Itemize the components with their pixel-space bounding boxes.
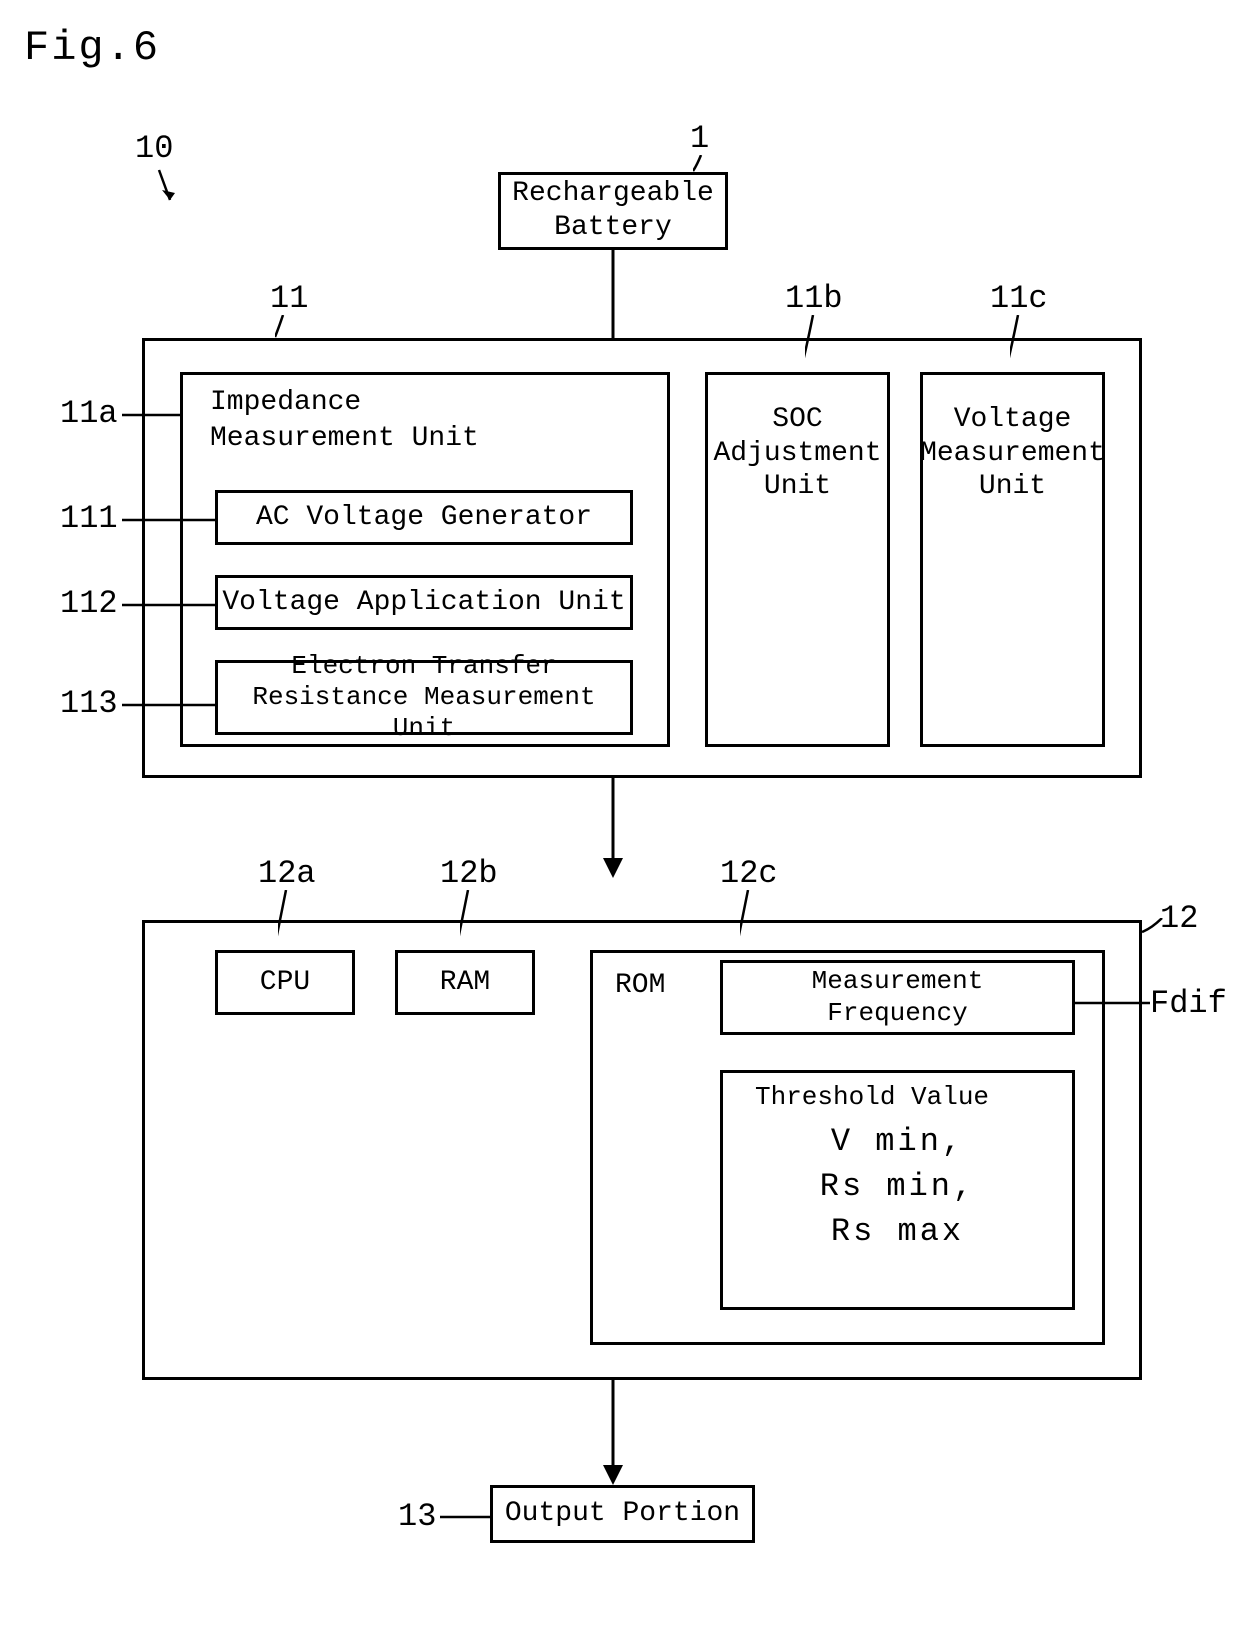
leader-fdif bbox=[1075, 1000, 1150, 1006]
leader-11a bbox=[122, 412, 182, 418]
threshold-rsmin: Rs min, bbox=[720, 1165, 1075, 1210]
label-12a: 12a bbox=[258, 855, 316, 892]
ram-box: RAM bbox=[395, 950, 535, 1015]
leader-13 bbox=[440, 1514, 492, 1520]
arrow-12-output bbox=[600, 1380, 630, 1485]
threshold-rsmax: Rs max bbox=[720, 1210, 1075, 1255]
label-11a: 11a bbox=[60, 395, 118, 432]
label-10: 10 bbox=[135, 130, 173, 167]
leader-12 bbox=[1142, 918, 1164, 938]
label-fdif: Fdif bbox=[1150, 985, 1227, 1022]
label-12c: 12c bbox=[720, 855, 778, 892]
leader-11c bbox=[1010, 315, 1040, 373]
leader-12a bbox=[278, 890, 308, 952]
figure-title: Fig.6 bbox=[24, 24, 160, 72]
battery-box: Rechargeable Battery bbox=[498, 172, 728, 250]
line-battery-11 bbox=[608, 250, 618, 340]
label-12: 12 bbox=[1160, 900, 1198, 937]
label-11: 11 bbox=[270, 280, 308, 317]
label-113: 113 bbox=[60, 685, 118, 722]
impedance-title: Impedance Measurement Unit bbox=[210, 385, 479, 458]
label-1: 1 bbox=[690, 120, 709, 157]
voltage-app-box: Voltage Application Unit bbox=[215, 575, 633, 630]
ac-generator-box: AC Voltage Generator bbox=[215, 490, 633, 545]
threshold-vmin: V min, bbox=[720, 1120, 1075, 1165]
leader-111 bbox=[122, 517, 217, 523]
leader-112 bbox=[122, 602, 217, 608]
leader-12c bbox=[740, 890, 770, 952]
arrow-10 bbox=[145, 165, 185, 215]
label-112: 112 bbox=[60, 585, 118, 622]
meas-freq-box: Measurement Frequency bbox=[720, 960, 1075, 1035]
etrm-box: Electron Transfer Resistance Measurement… bbox=[215, 660, 633, 735]
leader-113 bbox=[122, 702, 217, 708]
threshold-title: Threshold Value bbox=[755, 1082, 989, 1112]
output-box: Output Portion bbox=[490, 1485, 755, 1543]
rom-label: ROM bbox=[615, 970, 665, 1001]
label-11c: 11c bbox=[990, 280, 1048, 317]
leader-1 bbox=[693, 155, 723, 175]
label-12b: 12b bbox=[440, 855, 498, 892]
leader-12b bbox=[460, 890, 490, 952]
cpu-box: CPU bbox=[215, 950, 355, 1015]
soc-box: SOC Adjustment Unit bbox=[705, 372, 890, 747]
arrow-11-12 bbox=[600, 778, 630, 878]
label-11b: 11b bbox=[785, 280, 843, 317]
leader-11b bbox=[805, 315, 835, 373]
threshold-values: V min, Rs min, Rs max bbox=[720, 1120, 1075, 1254]
label-111: 111 bbox=[60, 500, 118, 537]
label-13: 13 bbox=[398, 1498, 436, 1535]
voltage-meas-box: Voltage Measurement Unit bbox=[920, 372, 1105, 747]
leader-11 bbox=[275, 315, 305, 340]
